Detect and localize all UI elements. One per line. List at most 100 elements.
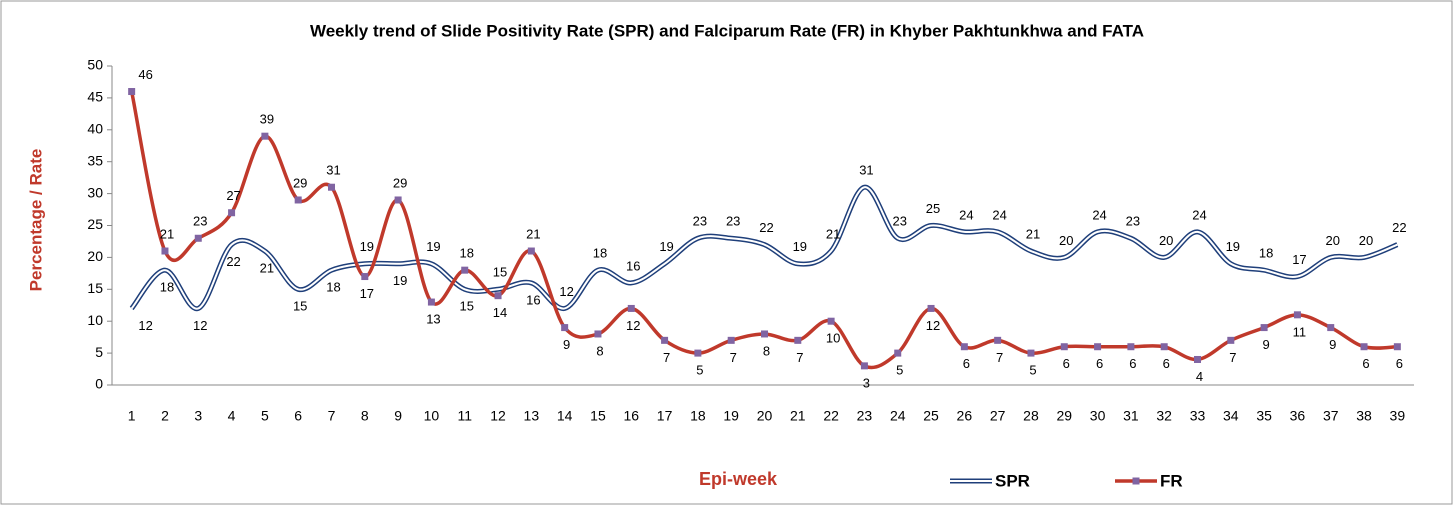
x-tick-label: 22 [823,408,839,424]
y-tick-label: 35 [87,152,103,168]
x-tick-label: 17 [657,408,673,424]
x-tick-label: 27 [990,408,1006,424]
data-label: 9 [563,337,570,352]
data-label: 16 [526,292,540,307]
x-tick-label: 6 [294,408,302,424]
x-tick-label: 24 [890,408,906,424]
data-label: 29 [393,175,407,190]
data-label: 14 [493,305,507,320]
point-marker [228,209,236,217]
x-tick-label: 11 [457,408,472,424]
point-marker [394,196,402,204]
point-marker [494,292,502,300]
point-marker [294,196,302,204]
data-label: 20 [1359,233,1373,248]
legend-label: FR [1160,471,1183,490]
y-tick-label: 40 [87,121,103,137]
x-tick-label: 20 [757,408,773,424]
data-label: 6 [1063,356,1070,371]
point-marker [960,343,968,351]
x-tick-label: 28 [1023,408,1039,424]
point-marker [1127,343,1135,351]
data-label: 9 [1262,337,1269,352]
x-tick-label: 1 [128,408,136,424]
x-tick-label: 9 [394,408,402,424]
data-label: 23 [726,214,740,229]
point-marker [427,298,435,306]
x-tick-label: 35 [1256,408,1272,424]
data-label: 23 [1126,214,1140,229]
data-label: 9 [1329,337,1336,352]
x-tick-label: 2 [161,408,169,424]
data-label: 12 [193,318,207,333]
y-tick-label: 5 [95,344,103,360]
point-marker [1060,343,1068,351]
x-tick-label: 39 [1390,408,1406,424]
x-tick-label: 26 [957,408,973,424]
x-tick-label: 31 [1123,408,1139,424]
data-label: 19 [659,239,673,254]
point-marker [927,304,935,312]
x-tick-label: 36 [1290,408,1306,424]
data-label: 19 [426,239,440,254]
data-label: 4 [1196,369,1203,384]
x-tick-label: 10 [424,408,440,424]
data-label: 7 [796,350,803,365]
data-label: 6 [1129,356,1136,371]
point-marker [1327,324,1335,332]
data-label: 46 [138,67,152,82]
x-tick-label: 25 [923,408,939,424]
point-marker [1094,343,1102,351]
data-label: 6 [1096,356,1103,371]
y-tick-label: 45 [87,89,103,105]
data-label: 18 [1259,246,1273,261]
data-label: 13 [426,311,440,326]
point-marker [461,266,469,274]
point-marker [527,247,535,255]
data-label: 5 [696,363,703,378]
point-marker [1227,336,1235,344]
x-tick-label: 32 [1156,408,1172,424]
point-marker [128,88,136,96]
data-label: 22 [759,220,773,235]
y-tick-label: 10 [87,312,103,328]
data-label: 3 [863,375,870,390]
x-tick-label: 5 [261,408,269,424]
point-marker [661,336,669,344]
point-marker [860,362,868,370]
point-marker [727,336,735,344]
y-tick-label: 15 [87,280,103,296]
data-label: 23 [193,214,207,229]
data-label: 6 [1163,356,1170,371]
y-axis-label: Percentage / Rate [26,149,45,292]
data-label: 39 [260,112,274,127]
data-label: 11 [1293,324,1307,339]
point-marker [627,304,635,312]
point-marker [794,336,802,344]
point-marker [161,247,169,255]
x-tick-label: 14 [557,408,573,424]
data-label: 21 [1026,226,1040,241]
x-tick-label: 37 [1323,408,1339,424]
data-label: 27 [226,188,240,203]
data-label: 22 [1392,220,1406,235]
data-label: 19 [1226,239,1240,254]
y-tick-label: 30 [87,184,103,200]
data-label: 20 [1325,233,1339,248]
data-label: 8 [763,343,770,358]
point-marker [561,324,569,332]
data-label: 21 [260,260,274,275]
data-label: 24 [1092,207,1106,222]
x-tick-label: 38 [1356,408,1372,424]
data-label: 23 [693,214,707,229]
data-label: 31 [326,163,340,178]
data-label: 18 [160,280,174,295]
data-label: 19 [793,239,807,254]
data-label: 5 [896,363,903,378]
data-label: 17 [1292,252,1306,267]
data-label: 19 [393,273,407,288]
x-tick-label: 30 [1090,408,1106,424]
data-label: 21 [826,226,840,241]
x-tick-label: 4 [228,408,236,424]
